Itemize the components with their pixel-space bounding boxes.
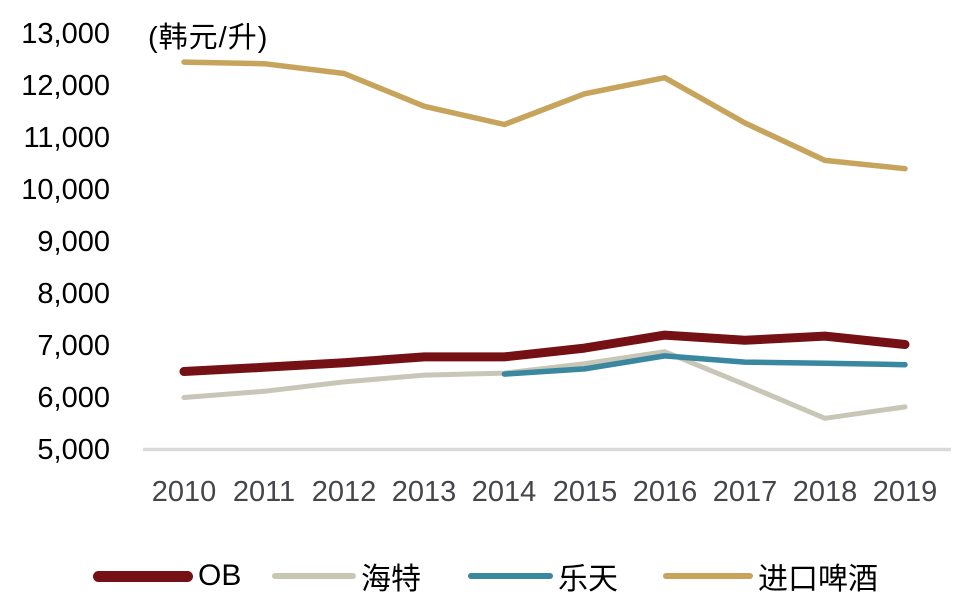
legend-item-ob: OB	[93, 556, 241, 596]
legend-item-hite: 海特	[272, 556, 421, 596]
x-axis-tick-label: 2017	[712, 476, 778, 508]
legend-item-lotte: 乐天	[468, 556, 618, 596]
series-line-0	[179, 330, 910, 376]
series-line-3	[181, 59, 908, 172]
x-axis-tick-label: 2016	[632, 476, 698, 508]
y-axis-tick-label: 7,000	[37, 330, 110, 362]
legend-label-ob: OB	[198, 559, 242, 592]
unit-label: (韩元/升)	[148, 22, 269, 54]
legend-swatch-imported-beer	[663, 573, 753, 579]
legend-swatch-hite	[272, 573, 356, 579]
x-axis-tick-label: 2019	[872, 476, 938, 508]
legend-swatch-lotte	[468, 573, 553, 579]
y-axis-tick-label: 13,000	[21, 18, 110, 50]
x-axis-tick-label: 2012	[311, 476, 377, 508]
x-axis-tick-label: 2018	[792, 476, 858, 508]
legend-label-imported-beer: 进口啤酒	[758, 563, 878, 596]
legend-label-hite: 海特	[361, 563, 421, 596]
legend-label-lotte: 乐天	[558, 563, 618, 596]
x-axis-tick-label: 2014	[471, 476, 537, 508]
series-line-2	[501, 353, 908, 377]
y-axis-tick-label: 10,000	[21, 174, 110, 206]
y-axis-tick-label: 12,000	[21, 70, 110, 102]
legend-swatch-ob	[93, 570, 193, 582]
legend-item-imported-beer: 进口啤酒	[663, 556, 878, 596]
x-axis-tick-label: 2015	[552, 476, 618, 508]
series-line-1	[181, 349, 908, 421]
y-axis-tick-label: 6,000	[37, 382, 110, 414]
legend: OB 海特 乐天 进口啤酒	[0, 556, 960, 596]
y-axis-tick-label: 11,000	[23, 122, 110, 154]
x-axis-tick-label: 2010	[151, 476, 217, 508]
x-axis-tick-label: 2011	[232, 476, 296, 508]
x-axis-tick-label: 2013	[391, 476, 457, 508]
y-axis-tick-label: 5,000	[37, 434, 110, 466]
y-axis-tick-label: 9,000	[37, 226, 110, 258]
y-axis-tick-label: 8,000	[37, 278, 110, 310]
